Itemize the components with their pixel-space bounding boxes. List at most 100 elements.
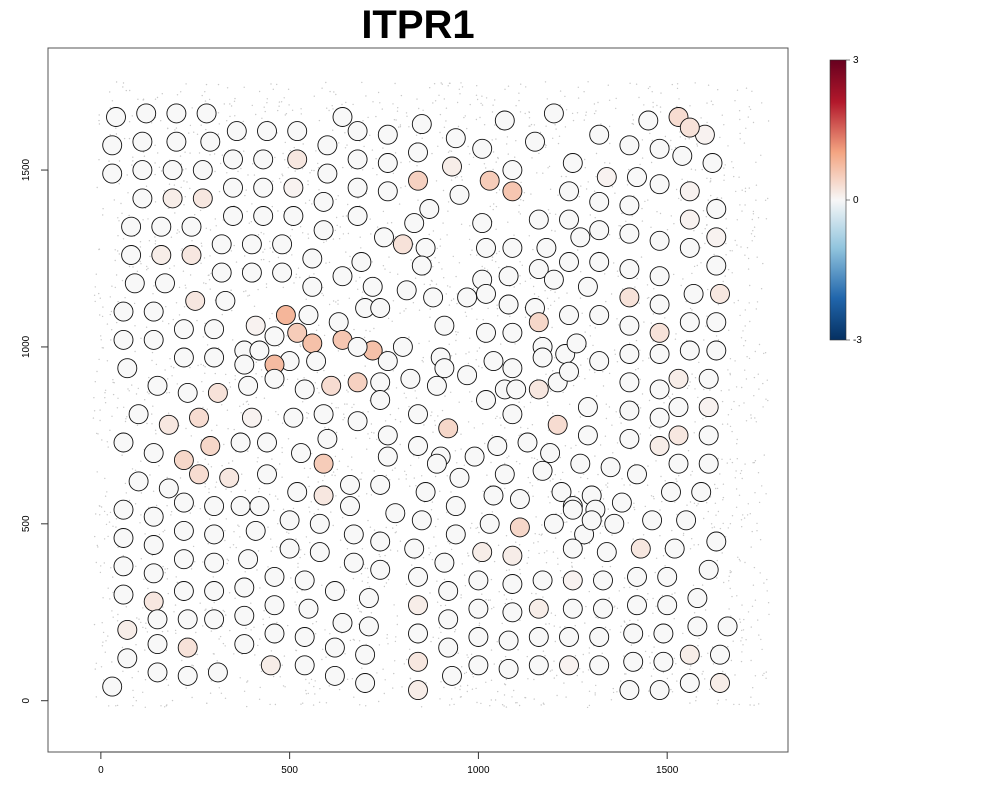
spot <box>238 549 259 570</box>
spot <box>392 336 413 357</box>
background-cell <box>767 399 769 402</box>
spot <box>476 390 496 410</box>
background-cell <box>100 335 102 337</box>
spot <box>502 404 523 425</box>
spot <box>132 131 153 152</box>
background-cell <box>624 621 626 623</box>
spot <box>400 368 421 389</box>
background-cell <box>456 293 458 295</box>
spot <box>498 658 519 679</box>
background-cell <box>730 659 733 662</box>
background-cell <box>101 439 103 441</box>
background-cell <box>601 520 603 522</box>
background-cell <box>105 523 108 526</box>
background-cell <box>117 217 119 219</box>
background-cell <box>202 406 204 409</box>
background-cell <box>429 284 431 286</box>
background-cell <box>109 511 112 514</box>
background-cell <box>336 224 338 227</box>
background-cell <box>293 282 295 284</box>
background-cell <box>140 337 142 339</box>
background-cell <box>476 318 478 320</box>
background-cell <box>491 259 493 261</box>
background-cell <box>529 482 531 484</box>
background-cell <box>234 378 236 381</box>
background-cell <box>173 366 175 369</box>
background-cell <box>281 422 284 424</box>
background-cell <box>173 611 175 613</box>
background-cell <box>214 218 216 220</box>
background-cell <box>717 339 720 341</box>
background-cell <box>99 314 101 316</box>
spot <box>351 252 372 272</box>
background-cell <box>533 293 536 295</box>
background-cell <box>712 663 715 665</box>
background-cell <box>597 617 599 619</box>
background-cell <box>189 124 192 127</box>
background-cell <box>694 421 696 423</box>
background-cell <box>454 450 457 452</box>
background-cell <box>322 286 324 289</box>
background-cell <box>245 627 247 629</box>
background-cell <box>297 562 299 565</box>
background-cell <box>644 505 646 508</box>
background-cell <box>257 457 259 459</box>
background-cell <box>98 159 100 161</box>
background-cell <box>572 384 575 387</box>
background-cell <box>758 388 760 390</box>
background-cell <box>447 210 449 212</box>
background-cell <box>328 109 330 112</box>
background-cell <box>148 240 151 242</box>
background-cell <box>203 257 206 259</box>
background-cell <box>571 112 574 115</box>
background-cell <box>480 102 482 105</box>
background-cell <box>186 181 188 183</box>
background-cell <box>199 602 201 604</box>
background-cell <box>707 84 710 86</box>
background-cell <box>384 679 386 681</box>
background-cell <box>597 101 599 104</box>
background-cell <box>233 428 235 431</box>
background-cell <box>733 400 735 403</box>
spot <box>600 457 621 478</box>
background-cell <box>766 578 768 581</box>
spot <box>102 163 123 184</box>
background-cell <box>166 578 168 580</box>
background-cell <box>753 376 756 379</box>
background-cell <box>476 85 478 87</box>
background-cell <box>352 103 354 106</box>
background-cell <box>435 180 438 182</box>
spot <box>498 630 519 651</box>
background-cell <box>185 287 187 289</box>
background-cell <box>373 327 375 330</box>
background-cell <box>303 553 306 556</box>
background-cell <box>584 378 586 380</box>
spot <box>502 602 523 623</box>
background-cell <box>559 626 561 628</box>
background-cell <box>132 705 134 707</box>
background-cell <box>504 487 506 490</box>
background-cell <box>519 261 521 263</box>
background-cell <box>605 403 607 405</box>
background-cell <box>505 569 508 572</box>
background-cell <box>694 169 697 171</box>
background-cell <box>349 267 351 269</box>
background-cell <box>688 385 690 387</box>
background-cell <box>115 274 118 276</box>
background-cell <box>262 251 264 253</box>
background-cell <box>490 699 492 701</box>
background-cell <box>704 228 706 230</box>
background-cell <box>103 510 106 513</box>
spot <box>423 287 444 308</box>
background-cell <box>414 390 416 392</box>
spot <box>589 220 610 241</box>
background-cell <box>399 312 401 314</box>
background-cell <box>482 319 484 321</box>
background-cell <box>142 98 145 100</box>
background-cell <box>170 236 173 238</box>
background-cell <box>434 100 437 102</box>
background-cell <box>650 495 653 497</box>
background-cell <box>314 633 317 635</box>
background-cell <box>300 113 302 115</box>
background-cell <box>739 118 741 121</box>
